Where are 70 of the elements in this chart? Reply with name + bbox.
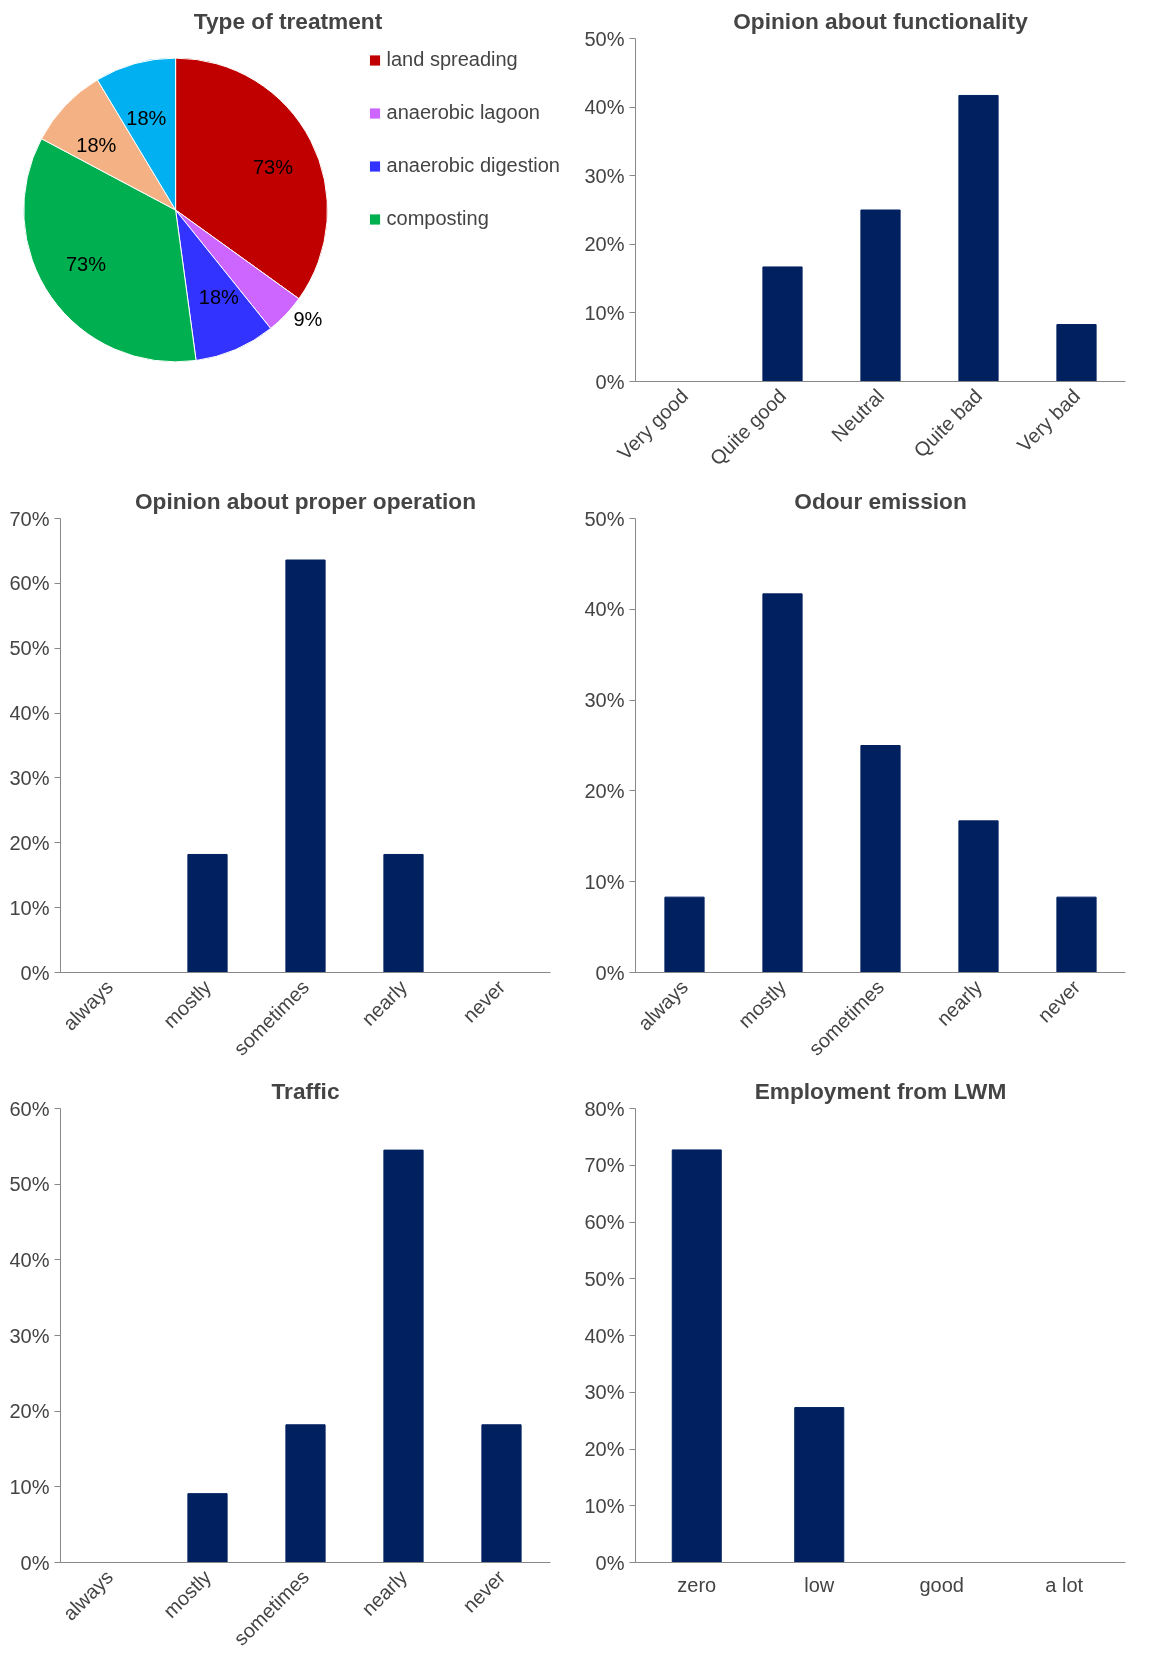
legend-label: anaerobic lagoon (386, 101, 540, 124)
data-label: 73% (65, 253, 107, 276)
y-tick-label: 40% (584, 1324, 625, 1347)
bar (383, 1149, 424, 1563)
x-tick-label: Very bad (1012, 384, 1085, 457)
y-tick-label: 70% (9, 507, 50, 530)
y-tick-label: 10% (584, 1494, 625, 1517)
bar (1056, 896, 1097, 973)
y-tick-label: 40% (9, 1248, 50, 1271)
bar (860, 745, 901, 973)
y-tick-label: 20% (584, 1438, 625, 1460)
legend-label: land spreading (386, 48, 518, 71)
bar (958, 94, 999, 382)
x-tick-label: low (804, 1573, 835, 1596)
bar (860, 209, 901, 382)
y-tick-label: 40% (584, 598, 625, 621)
legend-label: composting (386, 207, 489, 230)
chart-title: Opinion about functionality (733, 7, 1029, 34)
y-tick-label: 0% (20, 961, 50, 984)
bar (762, 593, 803, 973)
y-tick-label: 10% (9, 896, 50, 919)
y-tick-label: 70% (584, 1154, 625, 1177)
y-tick-label: 50% (584, 27, 625, 50)
y-tick-label: 60% (9, 1097, 50, 1120)
bar (481, 1424, 522, 1563)
x-tick-label: a lot (1045, 1573, 1084, 1596)
y-tick-label: 10% (9, 1475, 50, 1498)
y-tick-label: 80% (584, 1097, 625, 1120)
y-tick-label: 40% (584, 96, 625, 119)
y-tick-label: 10% (584, 301, 625, 324)
y-tick-label: 50% (584, 1267, 625, 1290)
y-tick-label: 10% (584, 870, 625, 893)
y-tick-label: 40% (9, 702, 50, 725)
y-tick-label: 20% (584, 233, 625, 256)
y-tick-label: 60% (584, 1211, 625, 1233)
y-tick-label: 0% (595, 961, 625, 984)
y-tick-label: 30% (9, 1324, 50, 1347)
y-tick-label: 50% (584, 507, 625, 530)
bar (187, 1493, 228, 1563)
y-tick-label: 0% (20, 1551, 50, 1574)
bar (1056, 324, 1097, 382)
y-tick-label: 20% (9, 1400, 50, 1423)
chart-title: Employment from LWM (754, 1077, 1007, 1104)
legend-label: anaerobic digestion (386, 154, 560, 177)
y-tick-label: 20% (584, 779, 625, 802)
y-tick-label: 60% (9, 572, 50, 595)
chart-title: Type of treatment (193, 7, 383, 34)
y-tick-label: 50% (9, 1173, 50, 1196)
chart-title: Traffic (271, 1077, 340, 1104)
y-tick-label: 50% (9, 637, 50, 660)
y-tick-label: 0% (595, 1551, 625, 1574)
y-tick-label: 20% (9, 831, 50, 854)
data-label: 9% (293, 307, 323, 330)
bar (664, 896, 705, 973)
y-tick-label: 30% (584, 689, 625, 712)
chart-title: Odour emission (794, 487, 967, 514)
y-tick-label: 30% (9, 766, 50, 789)
data-label: 18% (76, 133, 117, 156)
data-label: 73% (252, 155, 294, 178)
bar (285, 1424, 326, 1563)
x-tick-label: good (919, 1573, 964, 1596)
x-tick-label: zero (677, 1573, 717, 1596)
bar (958, 820, 999, 973)
y-tick-label: 0% (595, 370, 625, 393)
bar (762, 266, 803, 382)
y-tick-label: 30% (584, 164, 625, 187)
data-label: 18% (126, 107, 167, 130)
chart-title: Opinion about proper operation (134, 487, 477, 514)
data-label: 18% (198, 286, 240, 309)
y-tick-label: 30% (584, 1381, 625, 1404)
